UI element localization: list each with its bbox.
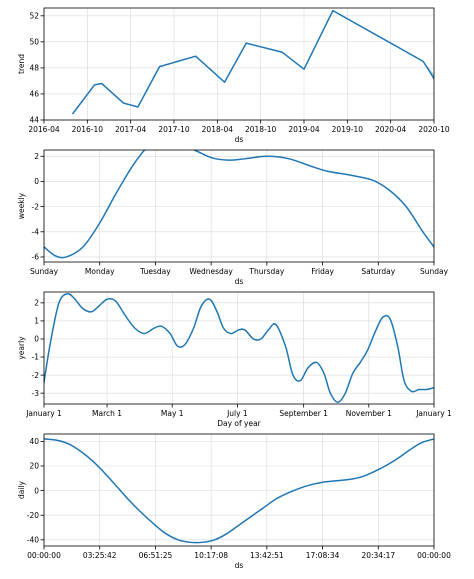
weekly-y-tick-label: -6 [32, 253, 40, 262]
trend-x-tick-label: 2020-04 [375, 125, 407, 134]
yearly-x-axis-label: Day of year [217, 419, 261, 428]
weekly-y-tick-label: 2 [34, 152, 39, 161]
daily-panel: 00:00:00 03:25:42 06:51:25 10:17:08 13:42:51… [17, 433, 451, 570]
weekly-x-tick-label: Monday [85, 267, 115, 276]
trend-x-tick-label: 2020-10 [418, 125, 450, 134]
trend-y-tick-label: 52 [29, 12, 39, 21]
daily-x-tick-label: 03:25:42 [83, 551, 117, 560]
trend-x-axis-label: ds [235, 135, 244, 144]
yearly-y-tick-label: 2 [34, 299, 39, 308]
weekly-x-tick-label: Friday [311, 267, 334, 276]
yearly-x-tick-label: May 1 [161, 409, 184, 418]
weekly-x-tick-label: Thursday [248, 267, 284, 276]
daily-axes-frame [43, 433, 435, 547]
daily-x-tick-label: 20:34:17 [361, 551, 395, 560]
yearly-x-tick-label: November 1 [346, 409, 392, 418]
daily-x-tick-label: 06:51:25 [139, 551, 173, 560]
weekly-x-tick-label: Tuesday [139, 267, 171, 276]
daily-y-tick-label: -40 [27, 536, 39, 545]
weekly-series-line [44, 150, 434, 259]
trend-x-tick-label: 2017-04 [115, 125, 147, 134]
trend-y-axis-label: trend [17, 54, 26, 74]
trend-axes-frame [43, 7, 435, 121]
yearly-y-tick-label: -1 [32, 353, 40, 362]
daily-series-line [44, 438, 434, 544]
daily-x-tick-label: 00:00:00 [417, 551, 451, 560]
weekly-x-tick-label: Sunday [30, 267, 59, 276]
weekly-y-tick-label: -4 [32, 227, 40, 236]
weekly-x-tick-label: Wednesday [189, 267, 233, 276]
weekly-x-axis-label: ds [235, 277, 244, 286]
yearly-y-tick-label: -2 [32, 371, 40, 380]
daily-x-tick-label: 00:00:00 [27, 551, 61, 560]
yearly-panel: January 1 March 1 May 1 July 1 September 1 No… [17, 291, 452, 428]
trend-y-tick-label: 50 [29, 38, 39, 47]
weekly-y-axis-label: weekly [17, 192, 26, 219]
daily-x-tick-label: 13:42:51 [250, 551, 284, 560]
daily-y-axis-label: daily [17, 480, 26, 499]
daily-x-tick-label: 17:08:34 [306, 551, 340, 560]
yearly-y-tick-label: 0 [34, 335, 39, 344]
yearly-series-line [44, 293, 434, 403]
weekly-x-tick-label: Sunday [420, 267, 449, 276]
daily-y-tick-label: 20 [29, 462, 39, 471]
weekly-axes-frame [43, 149, 435, 263]
trend-y-tick-label: 46 [29, 90, 39, 99]
weekly-panel: Sunday Monday Tuesday Wednesday Thursday Frid… [17, 149, 449, 286]
daily-x-tick-label: 10:17:08 [194, 551, 228, 560]
weekly-y-tick-label: 0 [34, 177, 39, 186]
daily-y-tick-label: 40 [29, 437, 39, 446]
yearly-axes-frame [43, 291, 435, 405]
trend-panel: 2016-04 2016-10 2017-04 2017-10 2018-04 2018-… [17, 7, 450, 144]
trend-series-line [72, 9, 434, 115]
trend-y-tick-label: 44 [29, 116, 39, 125]
daily-y-tick-label: 0 [34, 486, 39, 495]
trend-x-tick-label: 2019-10 [332, 125, 364, 134]
yearly-x-tick-label: January 1 [415, 409, 452, 418]
weekly-y-tick-label: -2 [32, 202, 40, 211]
trend-x-tick-label: 2016-10 [72, 125, 104, 134]
daily-y-tick-label: -20 [27, 511, 39, 520]
yearly-y-axis-label: yearly [17, 336, 26, 360]
yearly-x-tick-label: July 1 [226, 409, 248, 418]
trend-x-tick-label: 2016-04 [28, 125, 60, 134]
yearly-x-tick-label: January 1 [25, 409, 62, 418]
trend-x-tick-label: 2018-04 [202, 125, 234, 134]
yearly-y-tick-label: -3 [32, 389, 40, 398]
weekly-x-tick-label: Saturday [361, 267, 395, 276]
trend-x-tick-label: 2017-10 [158, 125, 190, 134]
trend-x-tick-label: 2018-10 [245, 125, 277, 134]
yearly-y-tick-label: 1 [34, 317, 39, 326]
yearly-x-tick-label: March 1 [92, 409, 122, 418]
daily-x-axis-label: ds [235, 561, 244, 570]
yearly-x-tick-label: September 1 [279, 409, 328, 418]
trend-y-tick-label: 48 [29, 64, 39, 73]
trend-x-tick-label: 2019-04 [288, 125, 320, 134]
